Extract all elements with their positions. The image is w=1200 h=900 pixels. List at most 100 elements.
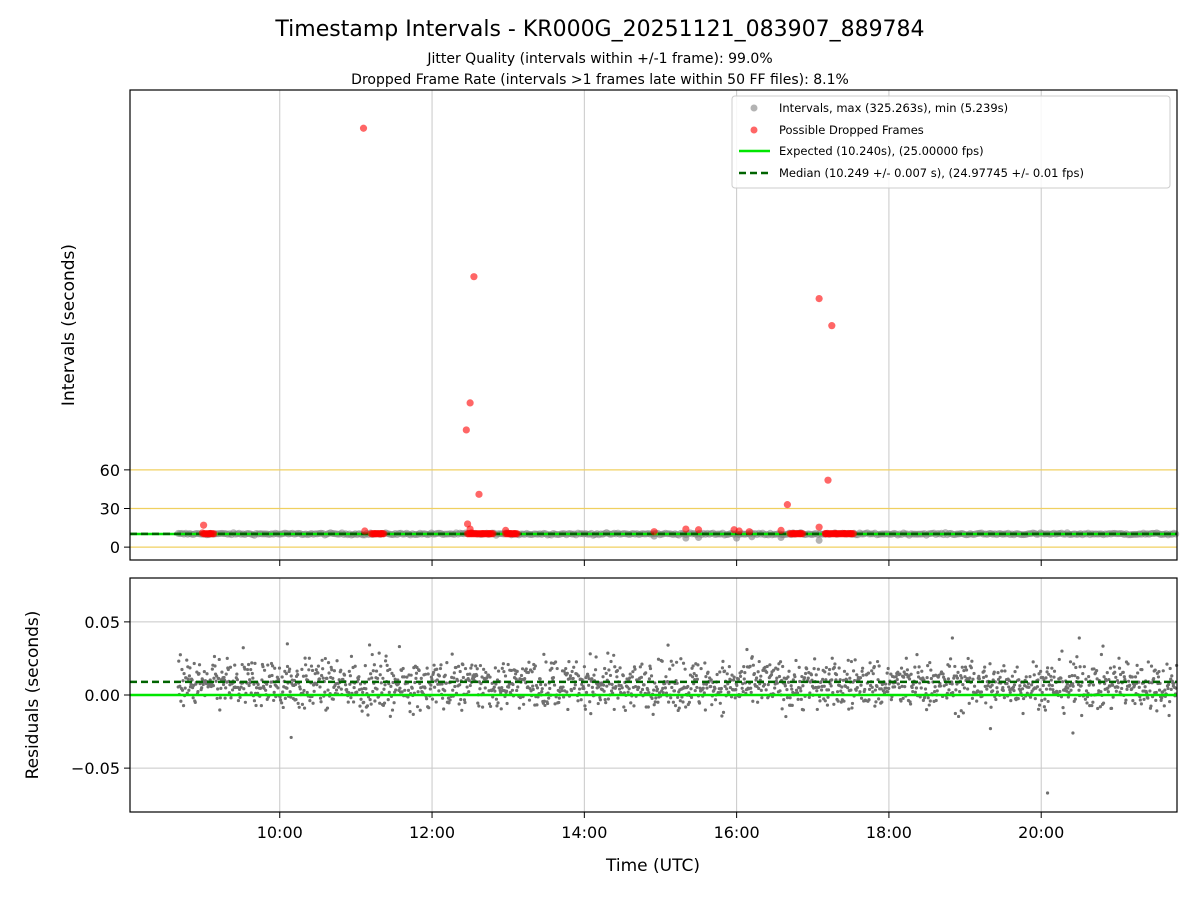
residual-point [963, 675, 967, 679]
dropped-frame-point [359, 124, 368, 132]
residual-point [1044, 676, 1048, 680]
residual-point [217, 676, 221, 681]
residual-point [639, 675, 644, 679]
residual-point [979, 690, 984, 694]
residual-point [797, 665, 801, 669]
residual-point [371, 669, 375, 673]
residual-point [963, 665, 968, 669]
residual-point [616, 696, 620, 700]
residual-point [950, 682, 954, 686]
residual-point [805, 667, 809, 671]
residual-point [211, 684, 216, 688]
residual-point [369, 672, 373, 676]
residual-point [482, 667, 486, 671]
residual-point [654, 696, 658, 700]
residual-point [705, 686, 709, 690]
residual-point [929, 668, 933, 672]
residual-point [923, 687, 928, 691]
legend-label-median: Median (10.249 +/- 0.007 s), (24.97745 +… [779, 166, 1084, 180]
residual-point [691, 664, 695, 668]
residual-point [1083, 697, 1088, 701]
residual-point [1157, 688, 1162, 692]
residual-point [276, 686, 280, 690]
residual-point [553, 702, 557, 706]
residual-point [517, 706, 521, 710]
residual-point [329, 665, 333, 669]
residual-point [1055, 689, 1059, 693]
residual-point [1160, 696, 1164, 700]
residual-point [437, 689, 441, 693]
residual-point [343, 683, 348, 687]
residual-point [827, 672, 831, 676]
residual-point [254, 686, 259, 690]
residual-point [1109, 706, 1114, 710]
residual-point [647, 677, 652, 681]
residual-point [497, 686, 501, 690]
residual-point [540, 687, 544, 691]
residual-point [1133, 701, 1137, 706]
residual-point [519, 673, 524, 678]
residual-point [642, 683, 646, 687]
residual-point [867, 698, 871, 702]
residual-point [908, 702, 913, 706]
residual-point [794, 688, 799, 692]
residual-point [246, 672, 250, 676]
residual-point [967, 701, 971, 705]
residual-point [320, 673, 324, 678]
residual-point [681, 661, 686, 665]
residual-point [821, 677, 825, 681]
residual-point [749, 690, 753, 694]
residual-point [1073, 697, 1077, 701]
residual-point [782, 698, 786, 702]
residual-point [1038, 688, 1042, 692]
residual-point [454, 665, 458, 670]
residual-point [444, 681, 448, 685]
residual-point [348, 674, 352, 678]
dropped-frame-point [783, 501, 791, 509]
residual-point [560, 688, 564, 693]
residual-point [308, 699, 312, 703]
residual-point [430, 677, 434, 682]
residual-point [435, 667, 439, 671]
residual-point [342, 673, 347, 677]
residual-point [468, 672, 472, 676]
residual-point [604, 671, 608, 675]
residual-point [547, 696, 551, 700]
residual-point [841, 678, 846, 682]
residual-point [781, 664, 785, 669]
residual-point [468, 683, 472, 688]
residual-point [325, 706, 330, 710]
residual-point [557, 700, 561, 705]
residual-point [270, 673, 274, 678]
residual-point [457, 702, 461, 706]
residual-point [370, 652, 374, 657]
residual-point [1039, 669, 1043, 673]
residual-point [722, 669, 727, 673]
residual-point [681, 700, 685, 704]
residual-point [363, 664, 367, 668]
residual-point [861, 673, 865, 677]
residual-point [185, 658, 189, 662]
residual-point [546, 701, 550, 706]
residual-point [235, 678, 239, 682]
residual-point [1031, 660, 1035, 664]
residual-point [187, 674, 192, 678]
residual-point [909, 672, 913, 676]
residual-point [325, 676, 329, 680]
residual-point [1153, 668, 1157, 672]
residual-point [830, 656, 834, 660]
residual-point [653, 700, 657, 704]
residual-point [933, 685, 937, 689]
interval-point [733, 534, 741, 542]
residual-point [243, 700, 247, 704]
residual-point [311, 701, 315, 705]
residual-point [409, 673, 413, 677]
x-tick-label: 16:00 [714, 823, 760, 842]
residual-point [897, 686, 901, 690]
residual-point [247, 683, 251, 688]
residual-point [230, 688, 235, 692]
residual-point [1106, 686, 1110, 690]
residual-point [367, 643, 372, 647]
residual-point [339, 687, 343, 691]
residual-point [623, 708, 628, 713]
